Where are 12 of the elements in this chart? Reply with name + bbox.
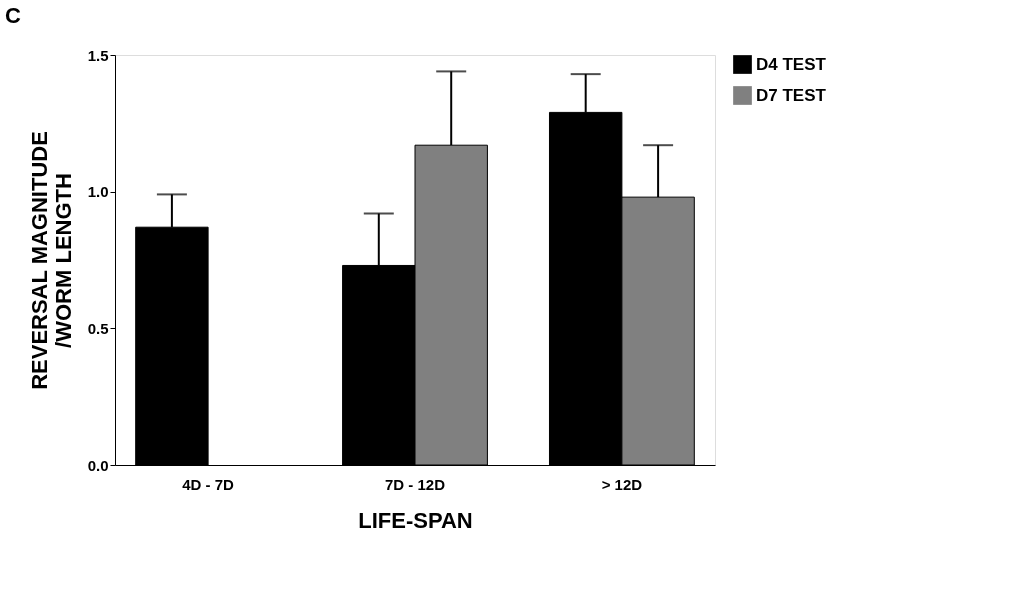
chart-title: C xyxy=(5,3,21,28)
legend-label: D4 TEST xyxy=(756,54,827,74)
y-tick-label: 0.0 xyxy=(87,456,109,474)
legend-label: D7 TEST xyxy=(756,85,827,105)
x-tick-label: 4D - 7D xyxy=(182,475,235,493)
y-axis-title: REVERSAL MAGNITUDE /WORM LENGTH xyxy=(26,131,76,390)
x-tick-label: 7D - 12D xyxy=(384,475,446,493)
y-tick-label: 0.5 xyxy=(87,319,109,337)
x-tick-label: > 12D xyxy=(601,475,643,493)
y-tick-label: 1.0 xyxy=(87,183,109,201)
x-axis-title: LIFE-SPAN xyxy=(358,507,473,533)
y-tick-label: 1.5 xyxy=(87,46,109,64)
